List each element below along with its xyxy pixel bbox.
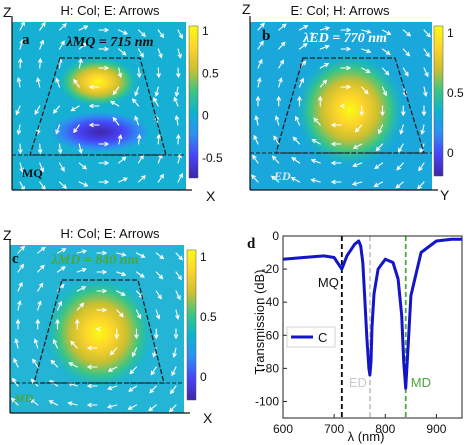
- colorbar-tick-label: 0.5: [200, 310, 217, 324]
- legend: C: [286, 326, 336, 348]
- panel-a-x-axis: X: [206, 188, 216, 204]
- panel-a-label: a: [22, 32, 30, 48]
- colorbar-tick-label: 0: [447, 146, 454, 160]
- panel-a-colorbar: 1 0.5 0 -0.5: [188, 24, 223, 179]
- marker-label-mq: MQ: [318, 275, 339, 290]
- panel-a-z-axis: Z: [3, 4, 12, 20]
- chart-ticks: 600 700 800 900 0 -20 -40 -60 -80 -100: [255, 229, 447, 436]
- y-tick-label: 0: [272, 229, 279, 243]
- panel-a-field-map: [11, 16, 192, 191]
- colorbar-gradient: [186, 249, 197, 401]
- panel-c-label: c: [12, 251, 19, 267]
- panel-c: H: Col; E: Arrows Z c λMD = 840 nm MD X …: [3, 226, 217, 426]
- legend-label: C: [318, 330, 327, 345]
- panel-b-mode-tag: ED: [273, 169, 291, 183]
- panel-c-colorbar: 10.50: [186, 249, 217, 401]
- panel-c-mode-tag: MD: [13, 391, 34, 405]
- x-tick-label: 900: [426, 422, 446, 436]
- panel-b-lambda: λ̃ED = 770 nm: [302, 31, 387, 46]
- colorbar-tick-label: 0.5: [447, 86, 464, 100]
- y-tick-label: -100: [255, 394, 279, 408]
- x-tick-label: 800: [375, 422, 395, 436]
- colorbar-gradient: [188, 25, 199, 179]
- panel-b-x-axis: Y: [440, 187, 450, 203]
- marker-label-ed: ED: [349, 375, 367, 390]
- chart-markers: MQ ED MD: [318, 236, 431, 418]
- panel-b-colorbar: 10.50: [433, 25, 464, 177]
- panel-b-label: b: [262, 28, 270, 44]
- panel-b-field-map: [249, 16, 438, 191]
- colorbar-tick-label: -0.5: [202, 151, 223, 165]
- panel-c-header: H: Col; E: Arrows: [61, 226, 160, 241]
- panel-c-x-axis: X: [203, 410, 213, 426]
- plot-frame: [282, 235, 463, 419]
- series-line-c: [282, 237, 462, 390]
- y-tick-label: -40: [262, 295, 280, 309]
- y-tick-label: -60: [262, 328, 280, 342]
- colorbar-tick-label: 1: [202, 24, 209, 38]
- panel-b-z-axis: Z: [242, 1, 251, 17]
- panel-a: H: Col; E: Arrows Z a λ̃MQ = 715 nm MQ X…: [3, 3, 223, 204]
- chart-series: [282, 237, 462, 390]
- panel-d-chart: d Transmission (dB) λ (nm) 600 700 800 900 0…: [247, 229, 463, 444]
- marker-label-md: MD: [411, 375, 431, 390]
- y-axis-label: Transmission (dB): [252, 270, 267, 375]
- colorbar-tick-label: 1: [447, 26, 454, 40]
- panel-c-field-map: [9, 239, 190, 414]
- colorbar-tick-label: 0: [200, 370, 207, 384]
- colorbar-gradient: [433, 25, 444, 177]
- panel-b-header: E: Col; H: Arrows: [291, 3, 390, 18]
- x-tick-label: 700: [324, 422, 344, 436]
- y-tick-label: -80: [262, 361, 280, 375]
- colorbar-tick-label: 0.5: [202, 66, 219, 80]
- colorbar-tick-label: 1: [200, 250, 207, 264]
- panel-a-lambda: λ̃MQ = 715 nm: [66, 35, 154, 50]
- panel-d-label: d: [247, 236, 256, 252]
- panel-b: E: Col; H: Arrows Z b λ̃ED = 770 nm ED Y…: [242, 1, 464, 203]
- panel-a-mode-tag: MQ: [22, 166, 43, 180]
- colorbar-tick-label: 0: [202, 109, 209, 123]
- y-tick-label: -20: [262, 262, 280, 276]
- panel-a-header: H: Col; E: Arrows: [61, 3, 160, 18]
- x-axis-label: λ (nm): [348, 429, 385, 444]
- panel-c-z-axis: Z: [3, 227, 12, 243]
- x-tick-label: 600: [273, 422, 293, 436]
- panel-c-lambda: λMD = 840 nm: [51, 253, 139, 268]
